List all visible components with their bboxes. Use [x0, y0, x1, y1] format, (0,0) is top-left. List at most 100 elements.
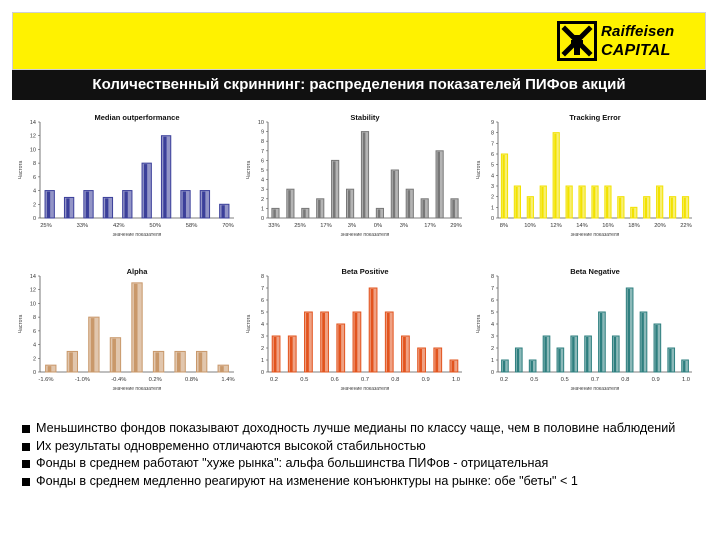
x-tick-label: 0.9: [652, 377, 660, 383]
bar-shade: [182, 191, 186, 218]
x-tick-label: 3%: [348, 223, 356, 229]
y-tick-label: 6: [261, 158, 264, 164]
header-bar: Raiffeisen CAPITAL: [12, 12, 706, 70]
bar-shade: [46, 191, 51, 218]
chart-svg: 0 2 4 6 8 10 12 14 -1.6% -1.0% -0.4% 0.2% 0.8% 1.4% Al…: [18, 267, 235, 392]
bullet-item: Их результаты одновременно отличаются вы…: [22, 438, 692, 456]
bar-shade: [528, 197, 531, 218]
x-tick-label: 20%: [654, 223, 666, 229]
bar-shade: [437, 151, 440, 218]
chart-title: Beta Positive: [341, 267, 388, 276]
x-tick-label: 50%: [149, 223, 161, 229]
x-tick-label: -0.4%: [111, 377, 126, 383]
bar-shade: [377, 209, 381, 218]
bar-shade: [289, 337, 293, 372]
chart-title: Stability: [350, 113, 380, 122]
chart-title: Beta Negative: [570, 267, 620, 276]
y-tick-label: 5: [261, 168, 264, 174]
y-tick-label: 2: [491, 346, 494, 352]
y-tick-label: 14: [30, 120, 36, 126]
bar-shade: [303, 209, 306, 218]
x-tick-label: 18%: [628, 223, 640, 229]
y-axis-label: Частота: [476, 161, 482, 180]
chart-title: Alpha: [127, 267, 149, 276]
bar-shade: [502, 361, 506, 372]
bullet-item: Фонды в среднем медленно реагируют на из…: [22, 473, 692, 491]
x-tick-label: 17%: [320, 223, 332, 229]
bar-shade: [644, 197, 648, 218]
y-tick-label: 1: [261, 206, 264, 212]
bullet-text: Их результаты одновременно отличаются вы…: [36, 438, 426, 453]
x-tick-label: 0.5: [300, 377, 308, 383]
y-tick-label: 1: [491, 358, 494, 364]
x-tick-label: 1.0: [682, 377, 690, 383]
bar-shade: [422, 199, 426, 218]
bar-shade: [593, 187, 596, 218]
x-axis-label: значение показателя: [341, 232, 390, 238]
bar-shade: [586, 337, 589, 372]
y-tick-label: 3: [261, 187, 264, 193]
chart-title: Median outperformance: [94, 113, 179, 122]
y-tick-label: 0: [261, 216, 264, 222]
brand-name: Raiffeisen: [601, 23, 675, 40]
y-tick-label: 6: [491, 152, 494, 158]
bar-shade: [683, 361, 686, 372]
bar-shade: [177, 352, 181, 372]
y-tick-label: 6: [261, 298, 264, 304]
x-axis-label: значение показателя: [571, 386, 620, 392]
bar-shade: [544, 337, 547, 372]
bullet-square-icon: [22, 477, 30, 486]
bar-shade: [124, 191, 128, 218]
bar-shade: [558, 349, 561, 372]
y-tick-label: 6: [33, 329, 36, 335]
bar-shade: [69, 352, 73, 372]
bar-shade: [627, 289, 630, 372]
plot-area: [268, 276, 462, 372]
bullet-text: Меньшинство фондов показывают доходность…: [36, 421, 676, 435]
chart-tracking-error: 0 1 2 3 4 5 6 7 8 9 8% 10% 12% 14% 16% 18% 20% 22% Trackin…: [474, 102, 698, 252]
x-tick-label: 0.8: [391, 377, 399, 383]
bar-shade: [655, 325, 658, 372]
x-tick-label: 33%: [268, 223, 280, 229]
chart-beta-positive: 0 1 2 3 4 5 6 7 8 0.2 0.5 0.6 0.7 0.8 0.9 1.0 Beta Posit…: [244, 256, 468, 406]
y-tick-label: 5: [491, 310, 494, 316]
bar-shade: [606, 187, 609, 218]
y-tick-label: 8: [491, 131, 494, 137]
bar-shade: [133, 283, 138, 372]
chart-svg: 0 1 2 3 4 5 6 7 8 9 10 33% 25% 17% 3% 0% 3% 17% 29% Stabili…: [246, 113, 462, 238]
y-tick-label: 12: [30, 134, 36, 140]
y-tick-label: 14: [30, 274, 36, 280]
bar-shade: [580, 187, 583, 218]
x-tick-label: 33%: [77, 223, 89, 229]
y-tick-label: 3: [491, 334, 494, 340]
chart-beta-negative: 0 1 2 3 4 5 6 7 8 0.2 0.5 0.5 0.7 0.8 0.9 1.0 Beta Negat…: [474, 256, 698, 406]
bar-shade: [338, 325, 342, 372]
bar-shade: [318, 199, 321, 218]
bar-shade: [403, 337, 406, 372]
y-tick-label: 6: [491, 298, 494, 304]
y-tick-label: 12: [30, 288, 36, 294]
x-tick-label: 0%: [374, 223, 382, 229]
bar-shade: [288, 190, 291, 218]
y-tick-label: 8: [491, 274, 494, 280]
bar-shade: [452, 199, 455, 218]
y-axis-label: Частота: [18, 315, 24, 334]
y-tick-label: 0: [33, 216, 36, 222]
bar-shade: [273, 209, 276, 218]
bar-shade: [220, 366, 224, 372]
x-tick-label: 12%: [550, 223, 562, 229]
bullet-text: Фонды в среднем работают "хуже рынка": а…: [36, 456, 549, 470]
y-axis-label: Частота: [18, 161, 24, 180]
bullet-square-icon: [22, 425, 30, 433]
y-tick-label: 4: [491, 322, 494, 328]
y-tick-label: 2: [33, 356, 36, 362]
plot-area: [498, 276, 692, 372]
y-tick-label: 4: [33, 343, 36, 349]
bullet-item: Меньшинство фондов показывают доходность…: [22, 420, 692, 438]
bullet-text: Фонды в среднем медленно реагируют на из…: [36, 473, 578, 488]
y-tick-label: 0: [33, 370, 36, 376]
y-tick-label: 7: [261, 149, 264, 155]
bar-shade: [516, 349, 520, 372]
y-tick-label: 8: [261, 274, 264, 280]
y-tick-label: 8: [261, 139, 264, 145]
